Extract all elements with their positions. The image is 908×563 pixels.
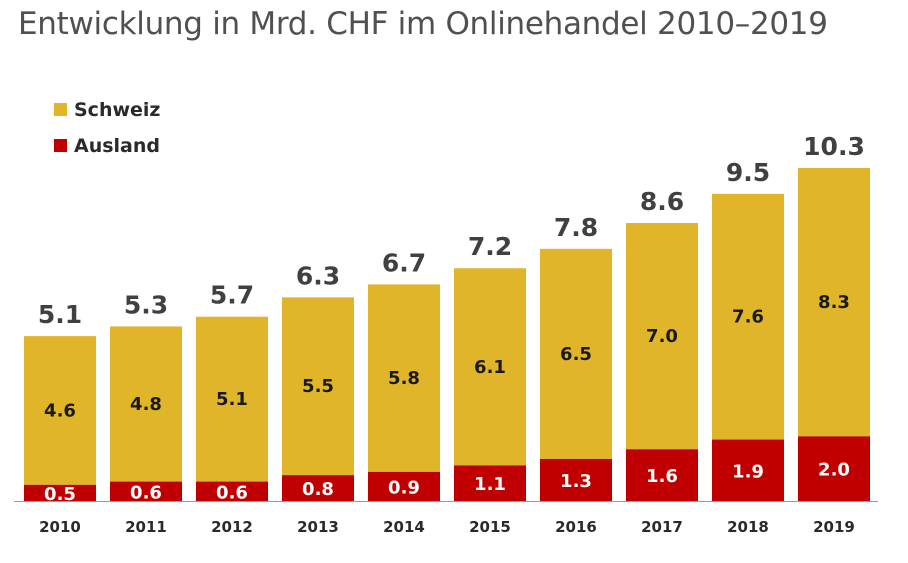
bar-schweiz-2019	[798, 168, 870, 437]
data-label-schweiz-2016: 6.5	[560, 344, 592, 365]
data-label-schweiz-2019: 8.3	[818, 292, 850, 313]
data-label-ausland-2016: 1.3	[560, 471, 592, 492]
data-label-schweiz-2017: 7.0	[646, 326, 678, 347]
x-tick-2012: 2012	[211, 518, 253, 536]
data-label-schweiz-2014: 5.8	[388, 368, 420, 389]
data-label-schweiz-2013: 5.5	[302, 376, 334, 397]
bar-schweiz-2011	[110, 326, 182, 482]
data-label-schweiz-2018: 7.6	[732, 307, 764, 328]
data-label-ausland-2012: 0.6	[216, 482, 248, 503]
total-label-2011: 5.3	[124, 290, 168, 319]
bar-ausland-2013	[282, 475, 354, 501]
total-label-2013: 6.3	[296, 261, 340, 290]
x-tick-2015: 2015	[469, 518, 511, 536]
bar-ausland-2018	[712, 439, 784, 501]
bar-ausland-2017	[626, 449, 698, 501]
bar-ausland-2019	[798, 436, 870, 501]
data-label-schweiz-2010: 4.6	[44, 400, 76, 421]
bar-ausland-2011	[110, 481, 182, 501]
data-label-schweiz-2012: 5.1	[216, 389, 248, 410]
data-label-schweiz-2011: 4.8	[130, 394, 162, 415]
bar-ausland-2010	[24, 484, 96, 501]
data-label-ausland-2013: 0.8	[302, 479, 334, 500]
x-tick-2014: 2014	[383, 518, 425, 536]
bar-schweiz-2018	[712, 193, 784, 440]
data-label-ausland-2011: 0.6	[130, 482, 162, 503]
x-tick-2011: 2011	[125, 518, 167, 536]
bar-ausland-2015	[454, 465, 526, 501]
data-label-ausland-2019: 2.0	[818, 460, 850, 481]
legend-swatch-ausland	[54, 139, 67, 152]
total-label-2014: 6.7	[382, 248, 426, 277]
x-tick-2019: 2019	[813, 518, 855, 536]
data-label-ausland-2010: 0.5	[44, 484, 76, 505]
total-label-2010: 5.1	[38, 300, 82, 329]
x-tick-2016: 2016	[555, 518, 597, 536]
x-tick-2018: 2018	[727, 518, 769, 536]
total-label-2018: 9.5	[726, 158, 770, 187]
data-label-ausland-2017: 1.6	[646, 466, 678, 487]
legend-label-ausland: Ausland	[74, 135, 160, 157]
bar-schweiz-2013	[282, 297, 354, 476]
bar-schweiz-2017	[626, 222, 698, 450]
data-label-schweiz-2015: 6.1	[474, 357, 506, 378]
total-label-2012: 5.7	[210, 281, 254, 310]
data-label-ausland-2014: 0.9	[388, 477, 420, 498]
bar-schweiz-2014	[368, 284, 440, 472]
total-label-2016: 7.8	[554, 213, 598, 242]
total-label-2017: 8.6	[640, 187, 684, 216]
total-label-2015: 7.2	[468, 232, 512, 261]
data-label-ausland-2018: 1.9	[732, 461, 764, 482]
bar-schweiz-2015	[454, 268, 526, 466]
legend-swatch-schweiz	[54, 103, 67, 116]
bar-ausland-2014	[368, 471, 440, 501]
bar-schweiz-2016	[540, 248, 612, 459]
x-tick-2013: 2013	[297, 518, 339, 536]
bar-ausland-2012	[196, 481, 268, 501]
x-tick-2017: 2017	[641, 518, 683, 536]
bar-schweiz-2010	[24, 336, 96, 485]
x-tick-2010: 2010	[39, 518, 81, 536]
bar-ausland-2016	[540, 458, 612, 501]
bar-schweiz-2012	[196, 316, 268, 482]
data-label-ausland-2015: 1.1	[474, 474, 506, 495]
total-label-2019: 10.3	[803, 132, 865, 161]
chart-title: Entwicklung in Mrd. CHF im Onlinehandel …	[18, 6, 828, 42]
legend-label-schweiz: Schweiz	[74, 99, 160, 121]
